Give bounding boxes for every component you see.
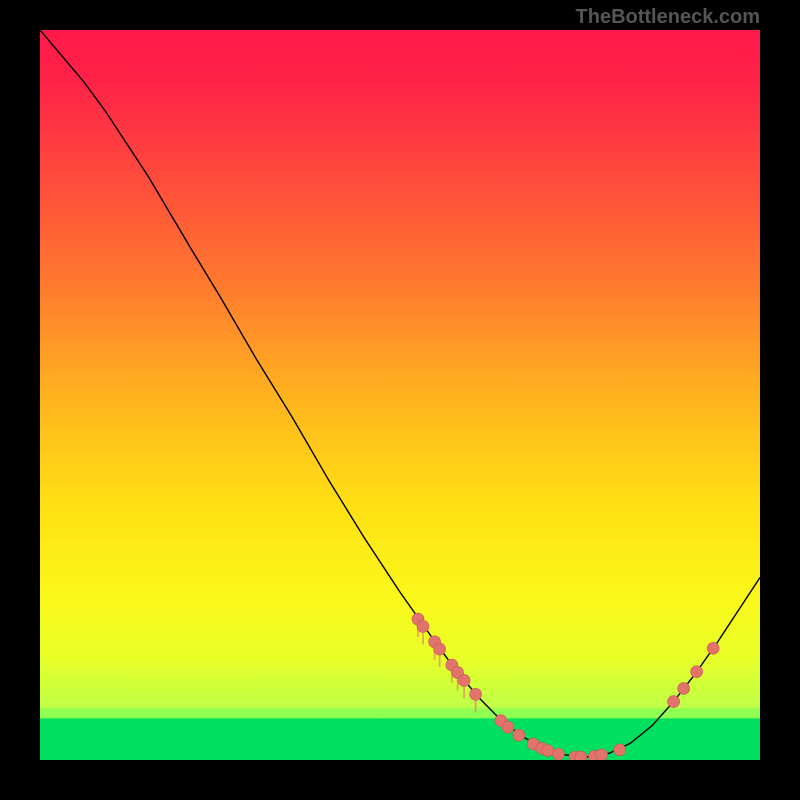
plot-background — [40, 30, 760, 760]
data-marker — [434, 643, 446, 655]
data-marker — [417, 620, 429, 632]
bottleneck-curve-chart — [40, 30, 760, 760]
chart-container: TheBottleneck.com — [40, 30, 760, 760]
data-marker — [470, 688, 482, 700]
data-marker — [542, 745, 554, 757]
data-marker — [596, 749, 608, 760]
data-marker — [678, 682, 690, 694]
watermark-label: TheBottleneck.com — [576, 6, 760, 29]
data-marker — [552, 748, 564, 760]
data-marker — [458, 674, 470, 686]
data-marker — [707, 642, 719, 654]
data-marker — [575, 751, 587, 760]
green-band — [40, 699, 760, 706]
green-band — [40, 718, 760, 760]
green-band — [40, 709, 760, 716]
data-marker — [614, 744, 626, 756]
data-marker — [691, 666, 703, 678]
data-marker — [513, 729, 525, 741]
data-marker — [502, 721, 514, 733]
data-marker — [668, 696, 680, 708]
